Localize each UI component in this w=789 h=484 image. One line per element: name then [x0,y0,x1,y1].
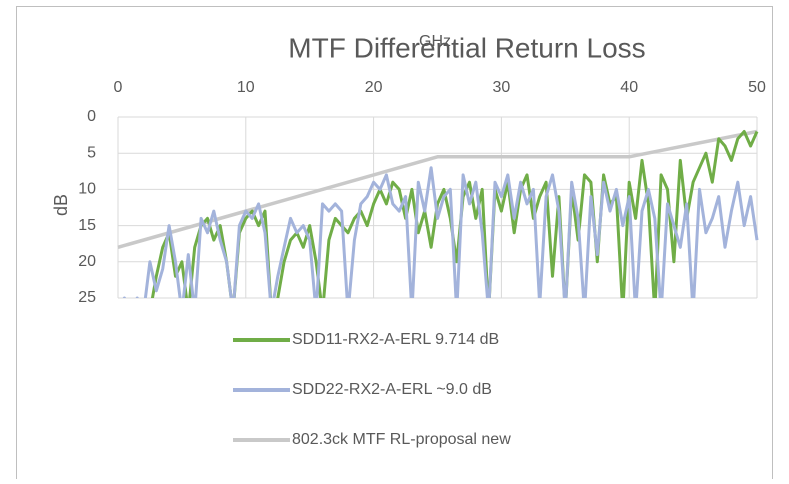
series-line [117,129,758,249]
x-tick-label: 30 [493,79,511,96]
x-tick-label: 40 [620,79,638,96]
y-tick-label: 5 [87,144,96,161]
x-tick-label: 20 [365,79,383,96]
x-axis-label: GHz [419,33,451,50]
y-axis-label: dB [51,194,71,216]
legend-label: 802.3ck MTF RL-proposal new [292,431,511,448]
y-tick-label: 10 [78,181,96,198]
y-tick-label: 25 [78,289,96,306]
legend-label: SDD22-RX2-A-ERL ~9.0 dB [292,381,492,398]
chart-frame [16,6,773,484]
plot [117,129,759,298]
chart-title: MTF Differential Return Loss [288,32,645,63]
y-tick-label: 20 [78,253,96,270]
x-tick-label: 10 [237,79,255,96]
series-line [122,166,759,298]
y-tick-label: 15 [78,217,96,234]
x-tick-label: 50 [748,79,766,96]
y-tick-label: 0 [87,108,96,125]
legend-label: SDD11-RX2-A-ERL 9.714 dB [292,331,499,348]
legend: SDD11-RX2-A-ERL 9.714 dB SDD22-RX2-A-ERL … [233,331,511,448]
x-tick-label: 0 [114,79,123,96]
